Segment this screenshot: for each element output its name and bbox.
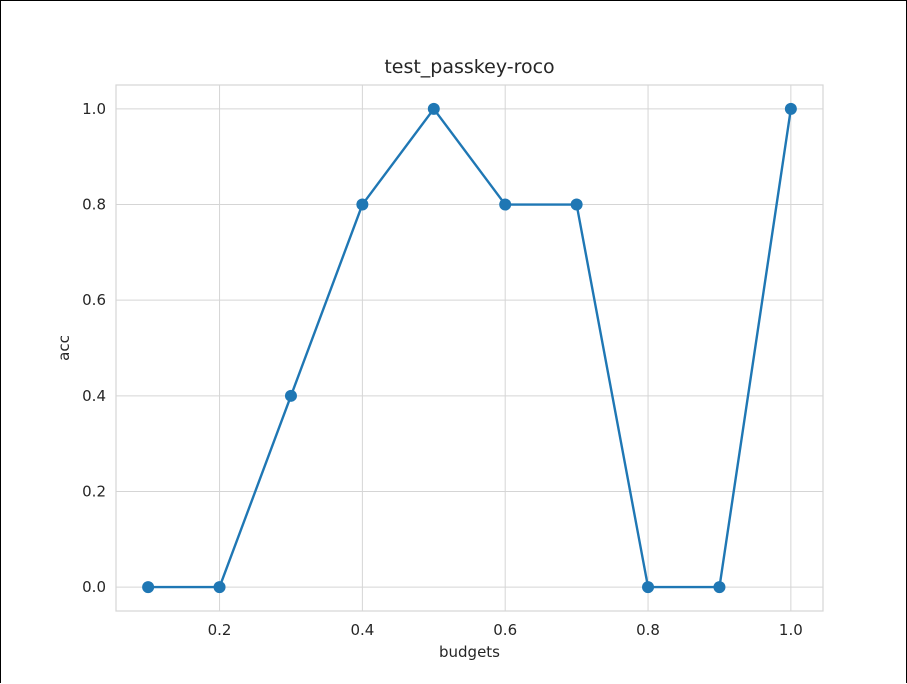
x-tick-label: 1.0 (779, 621, 803, 639)
x-tick-label: 0.6 (493, 621, 517, 639)
series-line-group (142, 102, 797, 594)
data-point (784, 102, 797, 115)
data-point (570, 198, 583, 211)
y-tick-label: 0.2 (82, 482, 106, 500)
grid-lines (116, 85, 823, 611)
plot-area-frame (115, 84, 824, 612)
data-point (713, 581, 726, 594)
data-point (427, 102, 440, 115)
data-point (142, 581, 155, 594)
y-tick-label: 0.4 (82, 387, 106, 405)
y-tick-label: 0.0 (82, 578, 106, 596)
data-point (356, 198, 369, 211)
y-tick-labels: 0.0 0.2 0.4 0.6 0.8 1.0 (82, 100, 106, 596)
x-tick-label: 0.2 (208, 621, 232, 639)
y-tick-label: 1.0 (82, 100, 106, 118)
chart-title: test_passkey-roco (384, 56, 554, 78)
y-tick-label: 0.8 (82, 196, 106, 214)
data-point (284, 389, 297, 402)
data-point (642, 581, 655, 594)
y-tick-label: 0.6 (82, 291, 106, 309)
x-tick-label: 0.8 (636, 621, 660, 639)
series-line (146, 107, 793, 589)
x-tick-labels: 0.2 0.4 0.6 0.8 1.0 (208, 621, 803, 639)
x-axis-label: budgets (439, 643, 500, 661)
data-point (499, 198, 512, 211)
x-tick-label: 0.4 (350, 621, 374, 639)
y-axis-label: acc (55, 335, 73, 361)
data-point (213, 581, 226, 594)
